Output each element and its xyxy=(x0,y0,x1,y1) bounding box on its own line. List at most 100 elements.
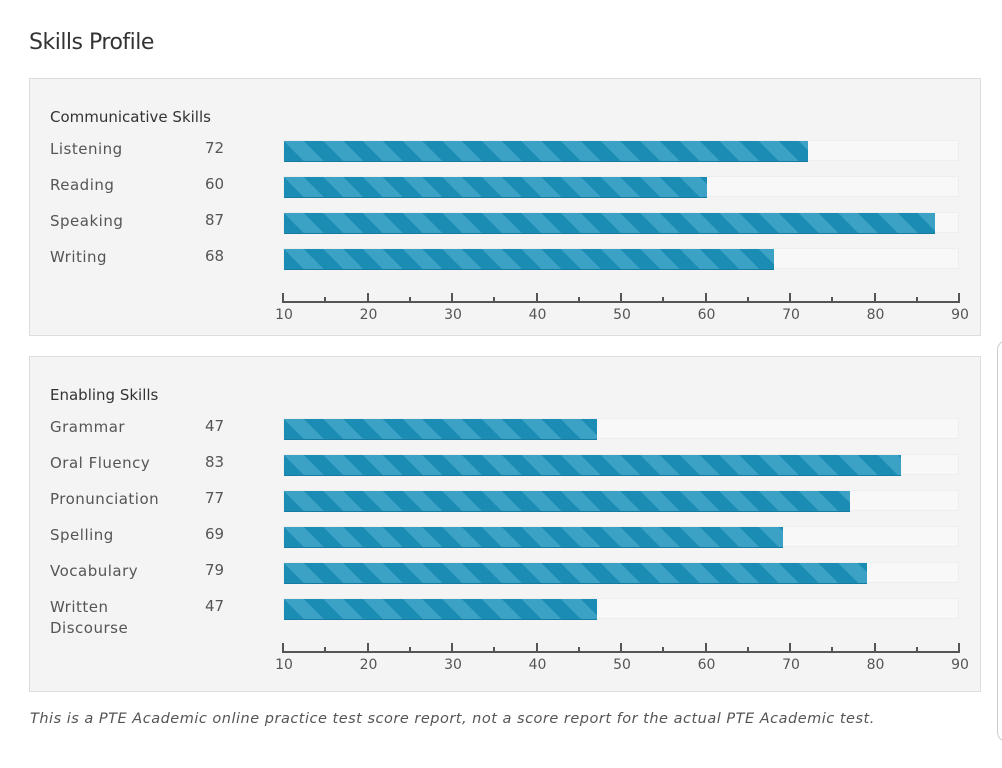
score-bar xyxy=(284,213,935,234)
score-bar xyxy=(284,599,597,620)
axis-tick xyxy=(873,293,876,303)
score-bar xyxy=(284,563,868,584)
score-bar xyxy=(284,141,808,162)
skill-label: Reading xyxy=(50,176,115,194)
tick-label: 20 xyxy=(359,307,378,323)
axis-tick xyxy=(408,647,411,653)
axis-tick xyxy=(282,643,284,653)
skill-score: 83 xyxy=(205,453,225,471)
enabling-skills-panel: Enabling Skills Grammar 47 Oral Fluency 83 Pr… xyxy=(29,356,981,692)
axis-tick xyxy=(493,647,496,653)
axis-tick xyxy=(408,297,411,303)
tick-label: 60 xyxy=(697,657,716,673)
score-bar xyxy=(284,455,901,476)
axis-tick xyxy=(958,293,960,303)
panel-title: Communicative Skills xyxy=(50,108,211,126)
axis-tick xyxy=(324,647,327,653)
skill-label: Grammar xyxy=(50,418,126,436)
skill-label: Oral Fluency xyxy=(50,454,151,472)
skill-score: 77 xyxy=(205,489,225,507)
axis-tick xyxy=(704,293,707,303)
bar-track xyxy=(283,526,959,548)
skill-score: 47 xyxy=(205,597,225,615)
axis-tick xyxy=(873,643,876,653)
axis-tick xyxy=(324,297,327,303)
skill-score: 72 xyxy=(205,139,225,157)
bar-track xyxy=(283,140,959,162)
tick-label: 90 xyxy=(951,307,969,323)
tick-label: 60 xyxy=(697,307,716,323)
tick-label: 40 xyxy=(528,307,547,323)
axis-tick xyxy=(958,643,960,653)
skill-label: Spelling xyxy=(50,526,114,544)
axis-tick xyxy=(789,643,791,653)
score-bar xyxy=(284,249,775,270)
tick-label: 80 xyxy=(866,307,885,323)
axis-tick xyxy=(366,643,369,653)
axis-tick xyxy=(493,297,496,303)
bar-track xyxy=(283,418,959,440)
axis-tick xyxy=(662,647,665,653)
skill-label: Written Discourse xyxy=(50,598,129,637)
skill-label: Pronunciation xyxy=(50,490,160,508)
tick-label: 70 xyxy=(782,657,800,673)
axis-tick xyxy=(577,647,580,653)
skill-score: 69 xyxy=(205,525,225,543)
score-bar xyxy=(284,491,851,512)
x-axis: 10 20 30 40 50 60 70 80 90 xyxy=(275,643,969,673)
tick-label: 30 xyxy=(444,657,462,673)
skill-label: Vocabulary xyxy=(50,562,139,580)
axis-tick xyxy=(451,293,453,303)
tick-label: 10 xyxy=(275,657,293,673)
tick-label: 50 xyxy=(613,657,631,673)
skill-score: 87 xyxy=(205,211,225,229)
axis-tick xyxy=(620,293,622,303)
x-axis: 10 20 30 40 50 60 70 80 90 xyxy=(275,293,969,323)
axis-tick xyxy=(620,643,622,653)
page-title: Skills Profile xyxy=(29,30,154,55)
skill-label: Listening xyxy=(50,140,123,158)
bar-track xyxy=(283,212,959,234)
bar-track xyxy=(283,176,959,198)
score-bar xyxy=(284,177,707,198)
bar-track xyxy=(283,490,959,512)
axis-tick xyxy=(535,643,538,653)
communicative-skills-panel: Communicative Skills Listening 72 Reading 60… xyxy=(29,78,981,336)
tick-label: 70 xyxy=(782,307,800,323)
axis-tick xyxy=(746,647,749,653)
axis-tick xyxy=(704,643,707,653)
tick-label: 20 xyxy=(359,657,378,673)
panel-title: Enabling Skills xyxy=(50,386,159,404)
bar-track xyxy=(283,454,959,476)
axis-tick xyxy=(535,293,538,303)
skill-score: 68 xyxy=(205,247,225,265)
score-bar xyxy=(284,419,597,440)
skill-score: 60 xyxy=(205,175,225,193)
side-handle[interactable] xyxy=(997,340,1002,742)
skill-label: Writing xyxy=(50,248,108,266)
skill-score: 79 xyxy=(205,561,225,579)
tick-label: 50 xyxy=(613,307,631,323)
skill-score: 47 xyxy=(205,417,225,435)
axis-tick xyxy=(831,297,834,303)
tick-label: 80 xyxy=(866,657,885,673)
axis-tick xyxy=(915,297,918,303)
bar-track xyxy=(283,248,959,270)
tick-label: 10 xyxy=(275,307,293,323)
bar-track xyxy=(283,598,959,620)
skill-label: Speaking xyxy=(50,212,124,230)
tick-label: 30 xyxy=(444,307,462,323)
axis-tick xyxy=(366,293,369,303)
axis-tick xyxy=(451,643,453,653)
tick-label: 40 xyxy=(528,657,547,673)
axis-tick xyxy=(831,647,834,653)
axis-tick xyxy=(915,647,918,653)
score-bar xyxy=(284,527,783,548)
axis-tick xyxy=(282,293,284,303)
axis-tick xyxy=(789,293,791,303)
bar-track xyxy=(283,562,959,584)
axis-tick xyxy=(746,297,749,303)
axis-tick xyxy=(577,297,580,303)
tick-label: 90 xyxy=(951,657,969,673)
axis-tick xyxy=(662,297,665,303)
